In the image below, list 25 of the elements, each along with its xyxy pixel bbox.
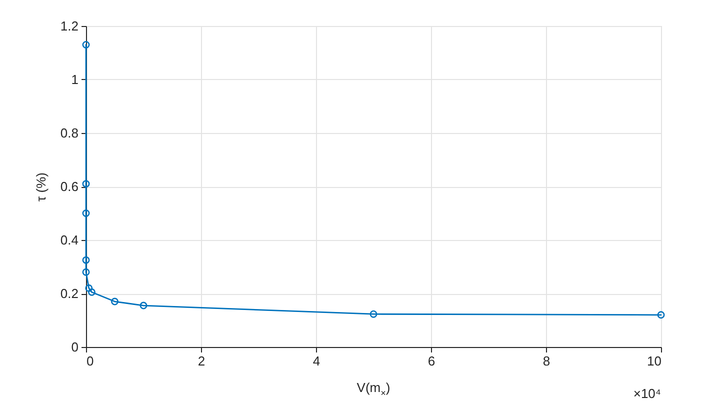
y-tick-label: 1	[71, 72, 78, 87]
y-tick-label: 0.2	[60, 286, 78, 301]
y-tick-label: 0.6	[60, 179, 78, 194]
point	[82, 210, 90, 217]
point	[88, 288, 96, 296]
point	[82, 180, 90, 188]
text: ×10⁴	[633, 386, 661, 401]
x-tick-label: 0	[86, 354, 94, 368]
y-tick-label: 0	[71, 340, 78, 354]
x-tick-label: 10	[647, 354, 662, 368]
y-tick-label: 0.8	[60, 126, 78, 140]
point	[111, 298, 118, 306]
y-tick-label: 0.4	[60, 232, 78, 248]
point	[82, 256, 90, 264]
x-axis-title: V(m×)	[356, 380, 390, 398]
x-tick-label: 4	[312, 354, 320, 368]
point	[82, 268, 90, 276]
point	[370, 310, 378, 318]
point	[85, 284, 93, 292]
x-tick-label: 2	[198, 354, 206, 368]
y-axis-title: τ (%)	[33, 172, 48, 202]
x-tick-label: 8	[542, 354, 550, 368]
point	[140, 302, 148, 310]
x-tick-label: 6	[428, 354, 436, 368]
y-tick-label: 1.2	[60, 18, 78, 34]
